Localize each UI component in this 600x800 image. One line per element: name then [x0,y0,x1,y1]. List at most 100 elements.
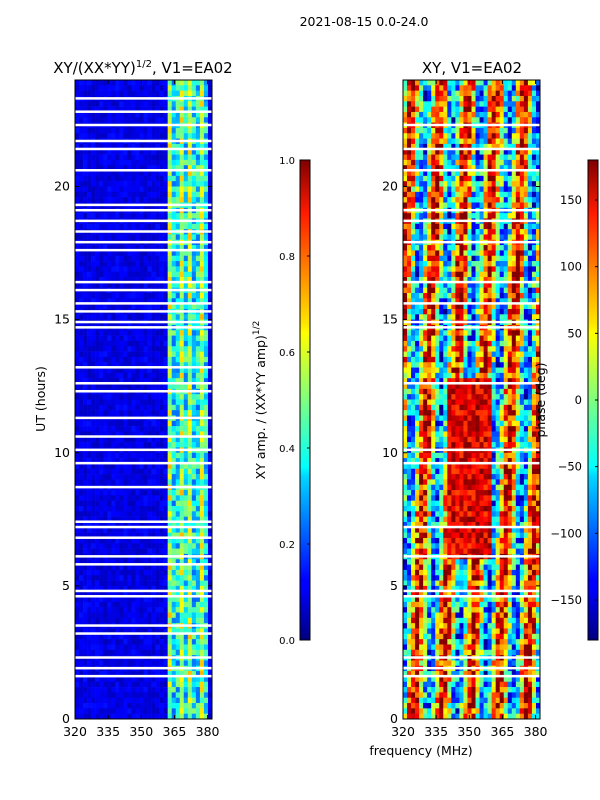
amplitude-heatmap-cell [199,452,205,459]
amplitude-heatmap-cell [91,426,96,432]
amplitude-heatmap-cell [147,85,152,91]
colorbar-amplitude-tick-label: 0.0 [279,636,295,647]
amplitude-heatmap-cell [199,431,205,438]
amplitude-heatmap-cell [87,127,92,134]
phase-heatmap-cell [427,378,432,384]
amplitude-heatmap-cell [103,245,108,251]
amplitude-heatmap-cell [75,426,80,432]
phase-heatmap-cell [411,420,416,427]
amplitude-heatmap-cell [183,559,189,565]
amplitude-heatmap-cell [91,191,96,198]
phase-heatmap-cell [427,261,432,267]
amplitude-heatmap-cell [103,282,108,288]
phase-heatmap-cell [411,452,416,459]
phase-heatmap-cell [403,633,408,640]
amplitude-heatmap-cell [187,506,193,512]
phase-heatmap-cell [415,106,420,113]
amplitude-heatmap-cell [111,628,116,635]
amplitude-heatmap-cell [123,159,128,166]
amplitude-heatmap-cell [155,117,160,123]
phase-heatmap-cell [427,543,432,549]
amplitude-heatmap-cell [195,372,201,379]
amplitude-heatmap-cell [131,713,136,720]
phase-heatmap-cell [403,351,408,358]
amplitude-heatmap-cell [199,213,205,219]
amplitude-heatmap-cell [115,521,120,528]
phase-heatmap-cell [427,372,432,379]
amplitude-heatmap-cell [79,452,84,459]
amplitude-heatmap-cell [127,340,132,347]
amplitude-heatmap-cell [87,143,92,150]
amplitude-heatmap-cell [171,612,177,619]
amplitude-heatmap-cell [139,506,144,512]
amplitude-heatmap-cell [115,154,120,161]
amplitude-heatmap-cell [191,436,197,443]
phase-heatmap-cell [407,335,412,342]
phase-heatmap-cell [403,543,408,549]
amplitude-heatmap-cell [191,564,197,571]
phase-heatmap-cell [419,623,424,629]
amplitude-heatmap-cell [191,404,197,411]
amplitude-heatmap-cell [155,687,160,693]
amplitude-heatmap-cell [143,633,148,640]
phase-heatmap-cell [403,335,408,342]
amplitude-heatmap-cell [119,154,124,161]
amplitude-heatmap-cell [107,330,112,336]
amplitude-heatmap-cell [131,474,136,480]
amplitude-heatmap-cell [183,596,189,603]
amplitude-heatmap-cell [79,521,84,528]
amplitude-heatmap-cell [75,245,80,251]
amplitude-heatmap-cell [95,117,100,123]
phase-heatmap-cell [407,346,412,352]
amplitude-heatmap-cell [167,490,173,496]
amplitude-heatmap-cell [83,85,88,91]
phase-heatmap-cell [415,298,420,304]
amplitude-heatmap-cell [95,266,100,273]
phase-heatmap-cell [407,474,412,480]
amplitude-heatmap-cell [199,191,205,198]
phase-heatmap-cell [423,569,428,576]
amplitude-heatmap-cell [143,111,148,118]
phase-heatmap-cell [403,591,408,597]
amplitude-heatmap-cell [99,687,104,693]
amplitude-heatmap-cell [111,527,116,533]
phase-heatmap-cell [419,133,424,139]
amplitude-heatmap-cell [139,356,144,363]
amplitude-heatmap-cell [159,346,164,352]
amplitude-heatmap-cell [111,431,116,438]
amplitude-heatmap-cell [107,165,112,171]
amplitude-heatmap-cell [159,255,164,262]
amplitude-heatmap-cell [191,639,197,645]
amplitude-heatmap-cell [107,479,112,486]
amplitude-heatmap-cell [183,80,189,86]
amplitude-heatmap-cell [151,516,156,523]
amplitude-heatmap-cell [127,601,132,608]
amplitude-heatmap-cell [83,644,88,651]
amplitude-heatmap-cell [83,340,88,347]
phase-heatmap-cell [415,713,420,720]
amplitude-heatmap-cell [203,495,209,501]
phase-heatmap-cell [407,431,412,438]
amplitude-heatmap-cell [75,607,80,613]
phase-heatmap-cell [407,394,412,400]
amplitude-heatmap-cell [79,506,84,512]
amplitude-heatmap-cell [179,468,185,475]
amplitude-heatmap-cell [75,596,80,603]
phase-heatmap-cell [411,277,416,283]
amplitude-heatmap-cell [179,591,185,597]
amplitude-heatmap-cell [83,80,88,86]
amplitude-heatmap-cell [83,580,88,587]
amplitude-heatmap-cell [91,85,96,91]
amplitude-heatmap-cell [107,399,112,406]
amplitude-heatmap-cell [103,261,108,267]
panel-amplitude-ylabel: UT (hours) [33,366,48,432]
amplitude-heatmap-cell [171,431,177,438]
phase-heatmap-cell [423,250,428,257]
amplitude-heatmap-cell [75,213,80,219]
amplitude-heatmap-cell [127,490,132,496]
amplitude-heatmap-cell [179,255,185,262]
amplitude-heatmap-cell [75,537,80,544]
amplitude-heatmap-cell [135,490,140,496]
amplitude-heatmap-cell [135,575,140,581]
amplitude-heatmap-cell [135,356,140,363]
